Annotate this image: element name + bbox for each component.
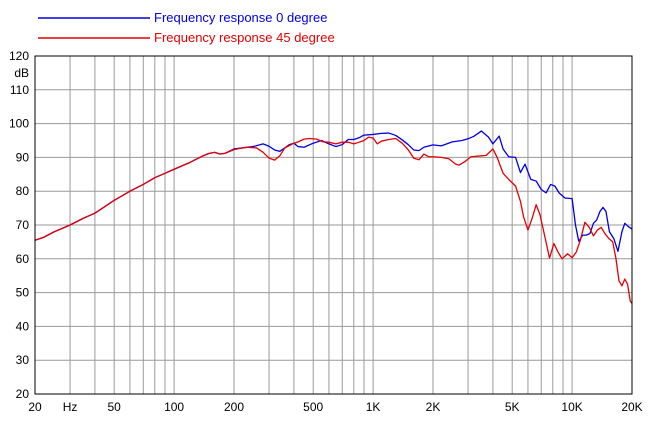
y-tick-label: 90	[16, 150, 30, 164]
y-tick-label: 60	[16, 252, 30, 266]
y-tick-label: 40	[16, 319, 30, 333]
x-tick-label: 5K	[505, 400, 520, 414]
y-tick-label: 100	[9, 117, 29, 131]
x-tick-label: Hz	[63, 400, 78, 414]
x-tick-label: 500	[303, 400, 323, 414]
legend-label: Frequency response 0 degree	[154, 10, 327, 25]
x-tick-label: 10K	[561, 400, 582, 414]
x-tick-label: 1K	[366, 400, 381, 414]
y-tick-label: 30	[16, 353, 30, 367]
plot-frame	[34, 55, 633, 395]
x-tick-label: 50	[108, 400, 122, 414]
y-axis-tick-labels: 20 30 40 50 60 70 80 90 100 110 120	[9, 49, 29, 401]
legend: Frequency response 0 degree Frequency res…	[38, 10, 335, 45]
y-tick-label: 70	[16, 218, 30, 232]
x-tick-label: 2K	[426, 400, 441, 414]
y-tick-label: 20	[16, 387, 30, 401]
y-axis-label: dB	[14, 66, 29, 80]
x-axis-tick-labels: 20 Hz 50 100 200 500 1K 2K 5K 10K 20K	[28, 400, 642, 414]
x-tick-label: 200	[224, 400, 244, 414]
series-line-1	[34, 136, 633, 304]
x-tick-label: 20K	[621, 400, 642, 414]
y-tick-label: 80	[16, 184, 30, 198]
series-lines	[34, 130, 633, 304]
legend-label: Frequency response 45 degree	[154, 30, 335, 45]
x-tick-label: 20	[28, 400, 42, 414]
y-tick-label: 110	[10, 83, 29, 97]
grid-lines	[35, 56, 632, 394]
x-tick-label: 100	[164, 400, 184, 414]
y-tick-label: 50	[16, 286, 30, 300]
y-tick-label: 120	[9, 49, 29, 63]
